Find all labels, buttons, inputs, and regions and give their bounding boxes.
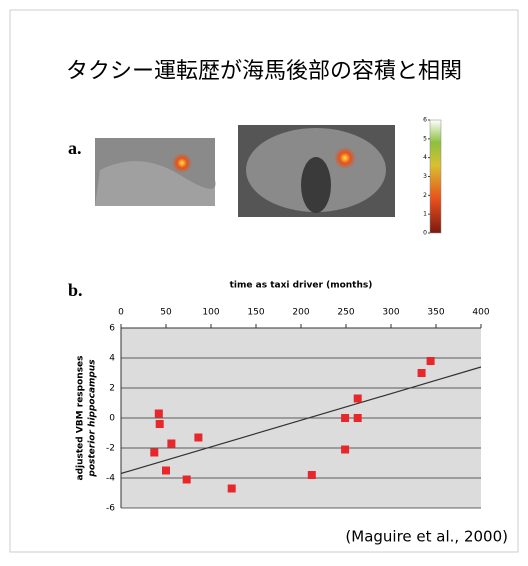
activation [334,147,356,169]
x-tick-label: 0 [118,308,124,318]
brain-shade [301,157,331,213]
point [155,410,163,418]
x-axis-title: time as taxi driver (months) [230,281,373,291]
y-tick-label: 0 [109,414,115,424]
x-tick-label: 400 [472,308,489,318]
point [194,434,202,442]
y-axis-title: posterior hippocampus [88,359,98,478]
point [156,420,164,428]
citation: (Maguire et al., 2000) [345,528,508,546]
x-tick-label: 150 [247,308,264,318]
x-tick-label: 200 [292,308,309,318]
point [418,369,426,377]
x-tick-label: 50 [160,308,172,318]
point [308,471,316,479]
y-tick-label: 4 [109,354,115,364]
colorbar-tick-label: 6 [423,117,427,124]
y-tick-label: 6 [109,324,115,334]
y-axis-title: adjusted VBM responses [76,355,86,480]
point [228,485,236,493]
point [354,395,362,403]
colorbar-tick-label: 3 [423,173,427,180]
y-tick-label: -2 [106,444,115,454]
point [162,467,170,475]
colorbar [430,120,441,233]
point [341,414,349,422]
x-tick-label: 350 [427,308,444,318]
point [150,449,158,457]
y-tick-label: -6 [106,504,115,514]
panel-label: a. [68,138,82,158]
point [427,357,435,365]
colorbar-tick-label: 5 [423,135,427,142]
slide: タクシー運転歴が海馬後部の容積と相関 a. 0 1 2 3 4 5 6 b. time as… [0,0,528,562]
colorbar-tick-label: 0 [423,230,427,237]
x-tick-label: 300 [382,308,399,318]
colorbar-tick-label: 2 [423,192,427,199]
y-tick-label: 2 [109,384,115,394]
point [341,446,349,454]
colorbar-tick-label: 1 [423,211,427,218]
panel-label: b. [68,280,83,300]
point [183,476,191,484]
x-tick-label: 250 [337,308,354,318]
activation [172,153,192,173]
title: タクシー運転歴が海馬後部の容積と相関 [66,59,462,84]
point [354,414,362,422]
colorbar-tick-label: 4 [423,154,427,161]
y-tick-label: -4 [106,474,115,484]
x-tick-label: 100 [202,308,219,318]
point [167,440,175,448]
